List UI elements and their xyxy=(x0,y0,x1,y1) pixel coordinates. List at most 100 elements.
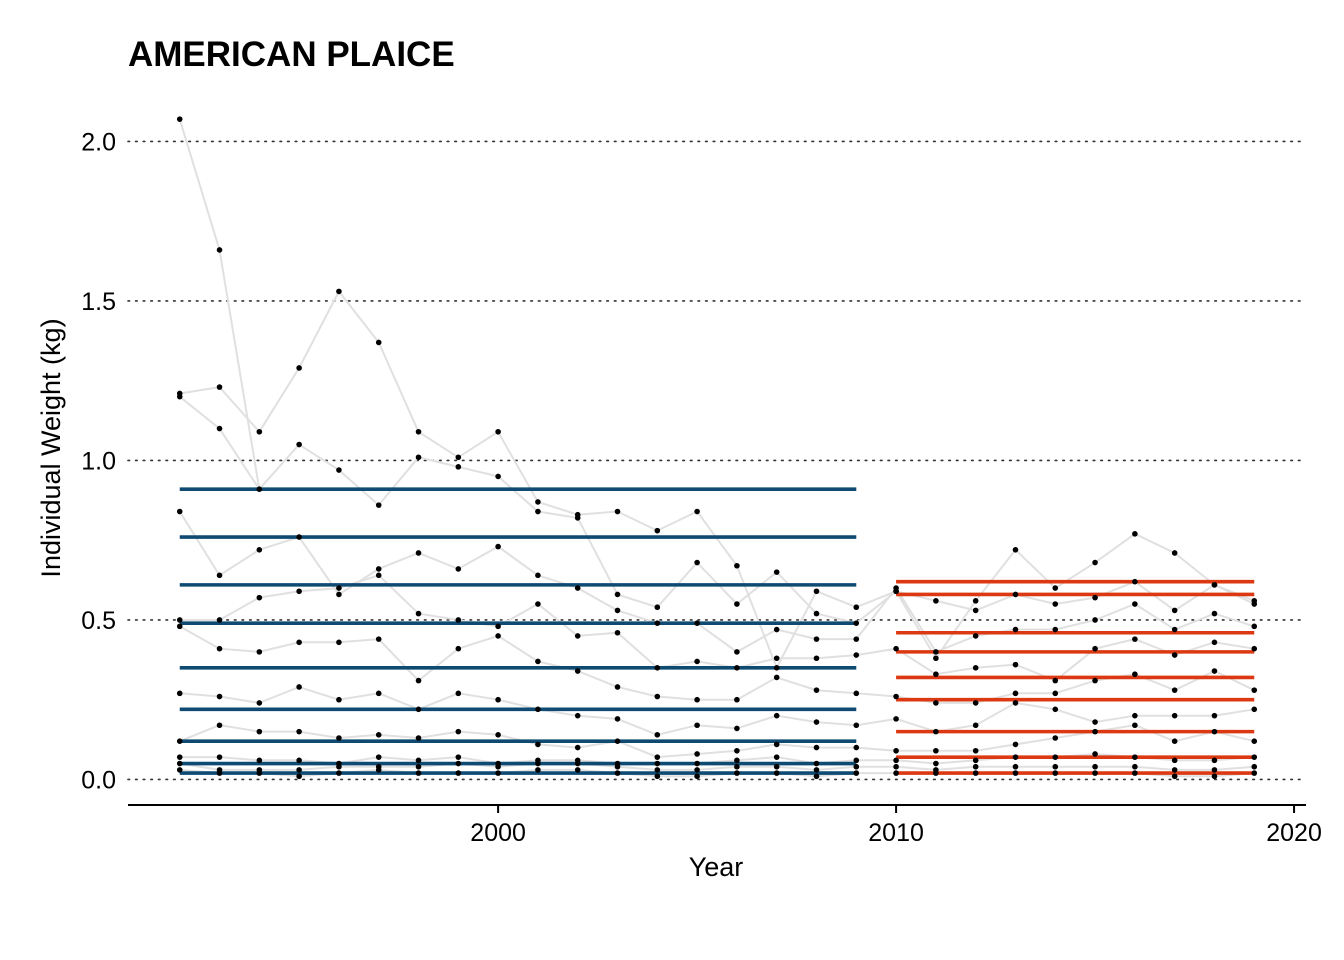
data-point xyxy=(813,744,820,751)
data-point xyxy=(574,633,581,639)
data-point xyxy=(813,719,820,725)
data-point xyxy=(614,684,621,690)
data-point xyxy=(455,645,462,652)
data-point xyxy=(415,770,422,776)
data-point xyxy=(694,620,700,626)
y-axis-ticks: 0.0 0.5 1.0 1.5 2.0 xyxy=(81,128,116,794)
data-point xyxy=(455,617,462,623)
series-line xyxy=(179,625,1255,704)
data-point xyxy=(614,770,621,776)
data-point xyxy=(614,629,621,636)
data-point xyxy=(654,527,661,534)
data-point xyxy=(694,658,700,665)
data-point xyxy=(574,757,581,764)
data-point xyxy=(455,690,462,697)
data-point xyxy=(813,773,820,780)
data-point xyxy=(495,732,501,738)
data-point xyxy=(574,511,581,518)
data-point xyxy=(1132,671,1138,678)
data-point xyxy=(535,572,541,579)
data-point xyxy=(495,633,501,639)
data-point xyxy=(972,770,979,776)
data-point xyxy=(853,770,860,776)
data-point xyxy=(893,588,899,595)
data-point xyxy=(734,763,740,770)
data-point xyxy=(1251,623,1258,630)
data-point xyxy=(415,454,422,461)
x-tick-label: 2000 xyxy=(470,819,526,847)
data-point xyxy=(574,668,581,674)
data-point xyxy=(1251,754,1258,760)
data-point xyxy=(734,665,740,671)
data-point xyxy=(1012,591,1019,598)
y-tick-label: 0.5 xyxy=(81,607,116,635)
data-point xyxy=(256,728,263,735)
data-point xyxy=(773,626,780,633)
data-point xyxy=(734,770,740,776)
data-point xyxy=(813,767,820,773)
data-point xyxy=(375,572,382,579)
data-point xyxy=(1171,550,1178,556)
data-point xyxy=(1251,687,1258,693)
data-point xyxy=(1211,728,1218,735)
data-point xyxy=(256,486,263,492)
data-point xyxy=(1211,639,1218,646)
data-point xyxy=(574,744,581,751)
data-point xyxy=(694,767,700,773)
x-tick-label: 2020 xyxy=(1266,819,1322,847)
data-point xyxy=(1211,757,1218,764)
data-point xyxy=(296,441,302,448)
data-point xyxy=(972,722,979,729)
data-point xyxy=(1132,722,1138,729)
data-point xyxy=(972,665,979,671)
data-point xyxy=(1132,578,1138,585)
data-point xyxy=(535,706,541,713)
data-point xyxy=(296,639,302,646)
data-point xyxy=(773,674,780,681)
data-point xyxy=(1132,531,1138,537)
data-point xyxy=(1052,585,1059,591)
data-point xyxy=(1012,546,1019,553)
data-point xyxy=(1132,636,1138,642)
data-point xyxy=(853,744,860,751)
data-point xyxy=(933,598,939,604)
data-point xyxy=(853,763,860,770)
data-point xyxy=(654,693,661,700)
data-point xyxy=(853,722,860,729)
data-point xyxy=(415,610,422,617)
x-axis-ticks: 2000 2010 2020 xyxy=(470,805,1322,847)
data-point xyxy=(535,658,541,665)
data-point xyxy=(694,696,700,703)
data-point xyxy=(853,620,860,626)
data-point xyxy=(813,655,820,662)
data-point xyxy=(694,751,700,757)
data-point xyxy=(933,655,939,662)
data-point xyxy=(455,728,462,735)
data-point xyxy=(455,464,462,470)
data-point xyxy=(296,728,302,735)
data-point xyxy=(1012,741,1019,748)
data-point xyxy=(375,732,382,738)
data-point xyxy=(256,757,263,764)
data-point xyxy=(1132,770,1138,776)
data-point xyxy=(1052,754,1059,760)
data-point xyxy=(1171,767,1178,773)
data-point xyxy=(1092,751,1098,757)
data-point xyxy=(535,601,541,607)
series-line xyxy=(179,685,1255,736)
data-point xyxy=(296,365,302,371)
y-tick-label: 1.0 xyxy=(81,447,116,475)
data-point xyxy=(893,645,899,652)
data-point xyxy=(1211,767,1218,773)
data-point xyxy=(773,770,780,776)
data-point xyxy=(216,767,223,773)
data-point xyxy=(574,585,581,591)
data-point xyxy=(893,716,899,722)
data-point xyxy=(1211,582,1218,588)
data-point xyxy=(495,760,501,767)
data-point xyxy=(535,767,541,773)
data-point xyxy=(375,502,382,508)
x-tick-label: 2010 xyxy=(868,819,924,847)
data-point xyxy=(972,757,979,764)
data-point xyxy=(1052,735,1059,741)
